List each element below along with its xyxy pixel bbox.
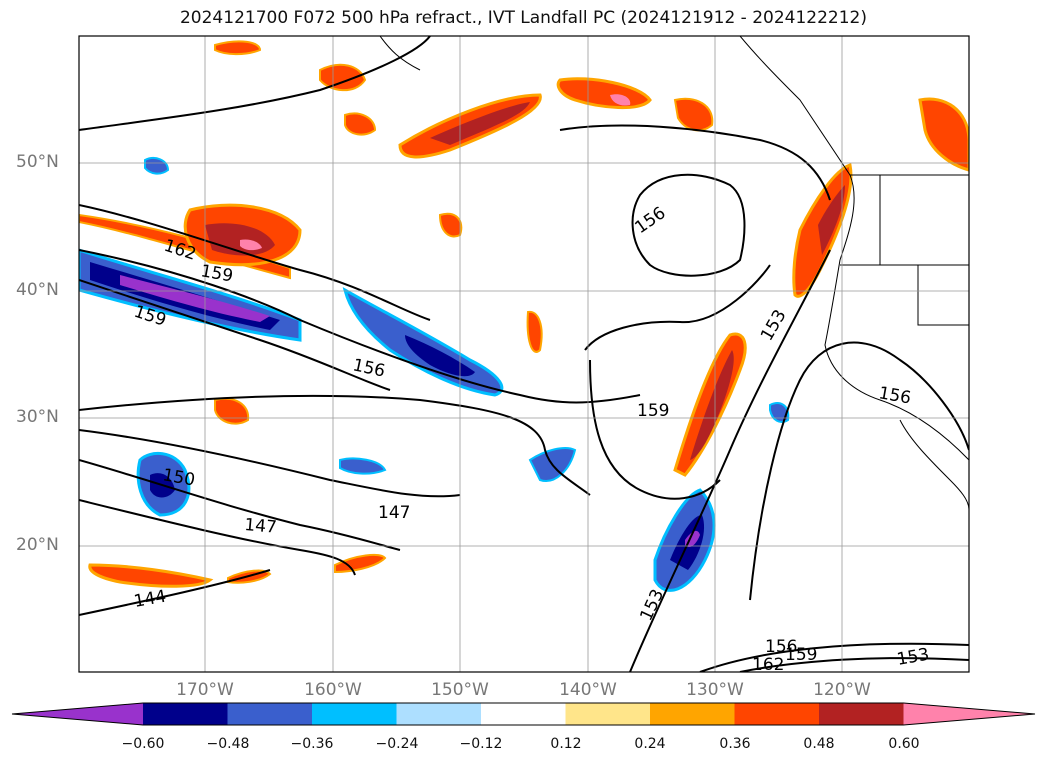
map-plot-area: 162 159 159 156 150 147 147 144 156 153 …	[79, 36, 969, 675]
colorbar-segment	[227, 703, 313, 725]
contour-label: 159	[637, 401, 669, 421]
contour-label: 153	[636, 586, 668, 624]
map-frame	[78, 35, 970, 673]
colorbar-segment	[819, 703, 904, 725]
contour-label: 156	[631, 203, 669, 238]
contour-label: 153	[895, 645, 930, 670]
colorbar-tick: −0.60	[121, 736, 165, 752]
contour-label: 147	[244, 515, 278, 538]
lon-label-120w: 120°W	[813, 680, 871, 700]
contour-label: 147	[378, 503, 410, 523]
lat-label-20n: 20°N	[16, 535, 59, 555]
colorbar-tick: 0.36	[719, 736, 751, 752]
colorbar-segment	[396, 703, 482, 725]
colorbar-tick: 0.24	[634, 736, 666, 752]
map-title: 2024121700 F072 500 hPa refract., IVT La…	[179, 8, 867, 28]
colorbar-segment	[565, 703, 651, 725]
colorbar	[11, 702, 1036, 726]
lon-label-150w: 150°W	[431, 680, 489, 700]
colorbar-tick: −0.24	[375, 736, 419, 752]
lon-label-130w: 130°W	[686, 680, 744, 700]
lon-label-170w: 170°W	[176, 680, 234, 700]
colorbar-tick: −0.36	[290, 736, 334, 752]
lon-label-160w: 160°W	[304, 680, 362, 700]
colorbar-segment	[481, 703, 566, 725]
coastlines	[379, 36, 969, 511]
gridlines	[79, 36, 969, 672]
contour-lines	[79, 36, 969, 672]
lat-label-30n: 30°N	[16, 407, 59, 427]
shading-layer	[79, 40, 969, 592]
colorbar-segment	[734, 703, 820, 725]
lat-label-50n: 50°N	[16, 152, 59, 172]
contour-label: 153	[757, 306, 791, 344]
colorbar-outline	[11, 702, 1036, 726]
contour-label: 144	[132, 587, 167, 612]
colorbar-segment	[312, 703, 397, 725]
lat-label-40n: 40°N	[16, 280, 59, 300]
colorbar-tick: −0.48	[206, 736, 250, 752]
colorbar-tick: 0.12	[550, 736, 582, 752]
colorbar-segment	[143, 703, 228, 725]
contour-label: 156	[765, 637, 797, 657]
colorbar-tick: −0.12	[459, 736, 503, 752]
lon-label-140w: 140°W	[559, 680, 617, 700]
colorbar-segment	[903, 703, 1035, 725]
colorbar-segment	[650, 703, 735, 725]
contour-label: 162	[752, 655, 784, 675]
colorbar-tick: 0.60	[888, 736, 920, 752]
contour-label: 156	[877, 383, 912, 408]
colorbar-segment	[12, 703, 143, 725]
colorbar-tick: 0.48	[803, 736, 835, 752]
contour-label: 159	[785, 645, 817, 665]
